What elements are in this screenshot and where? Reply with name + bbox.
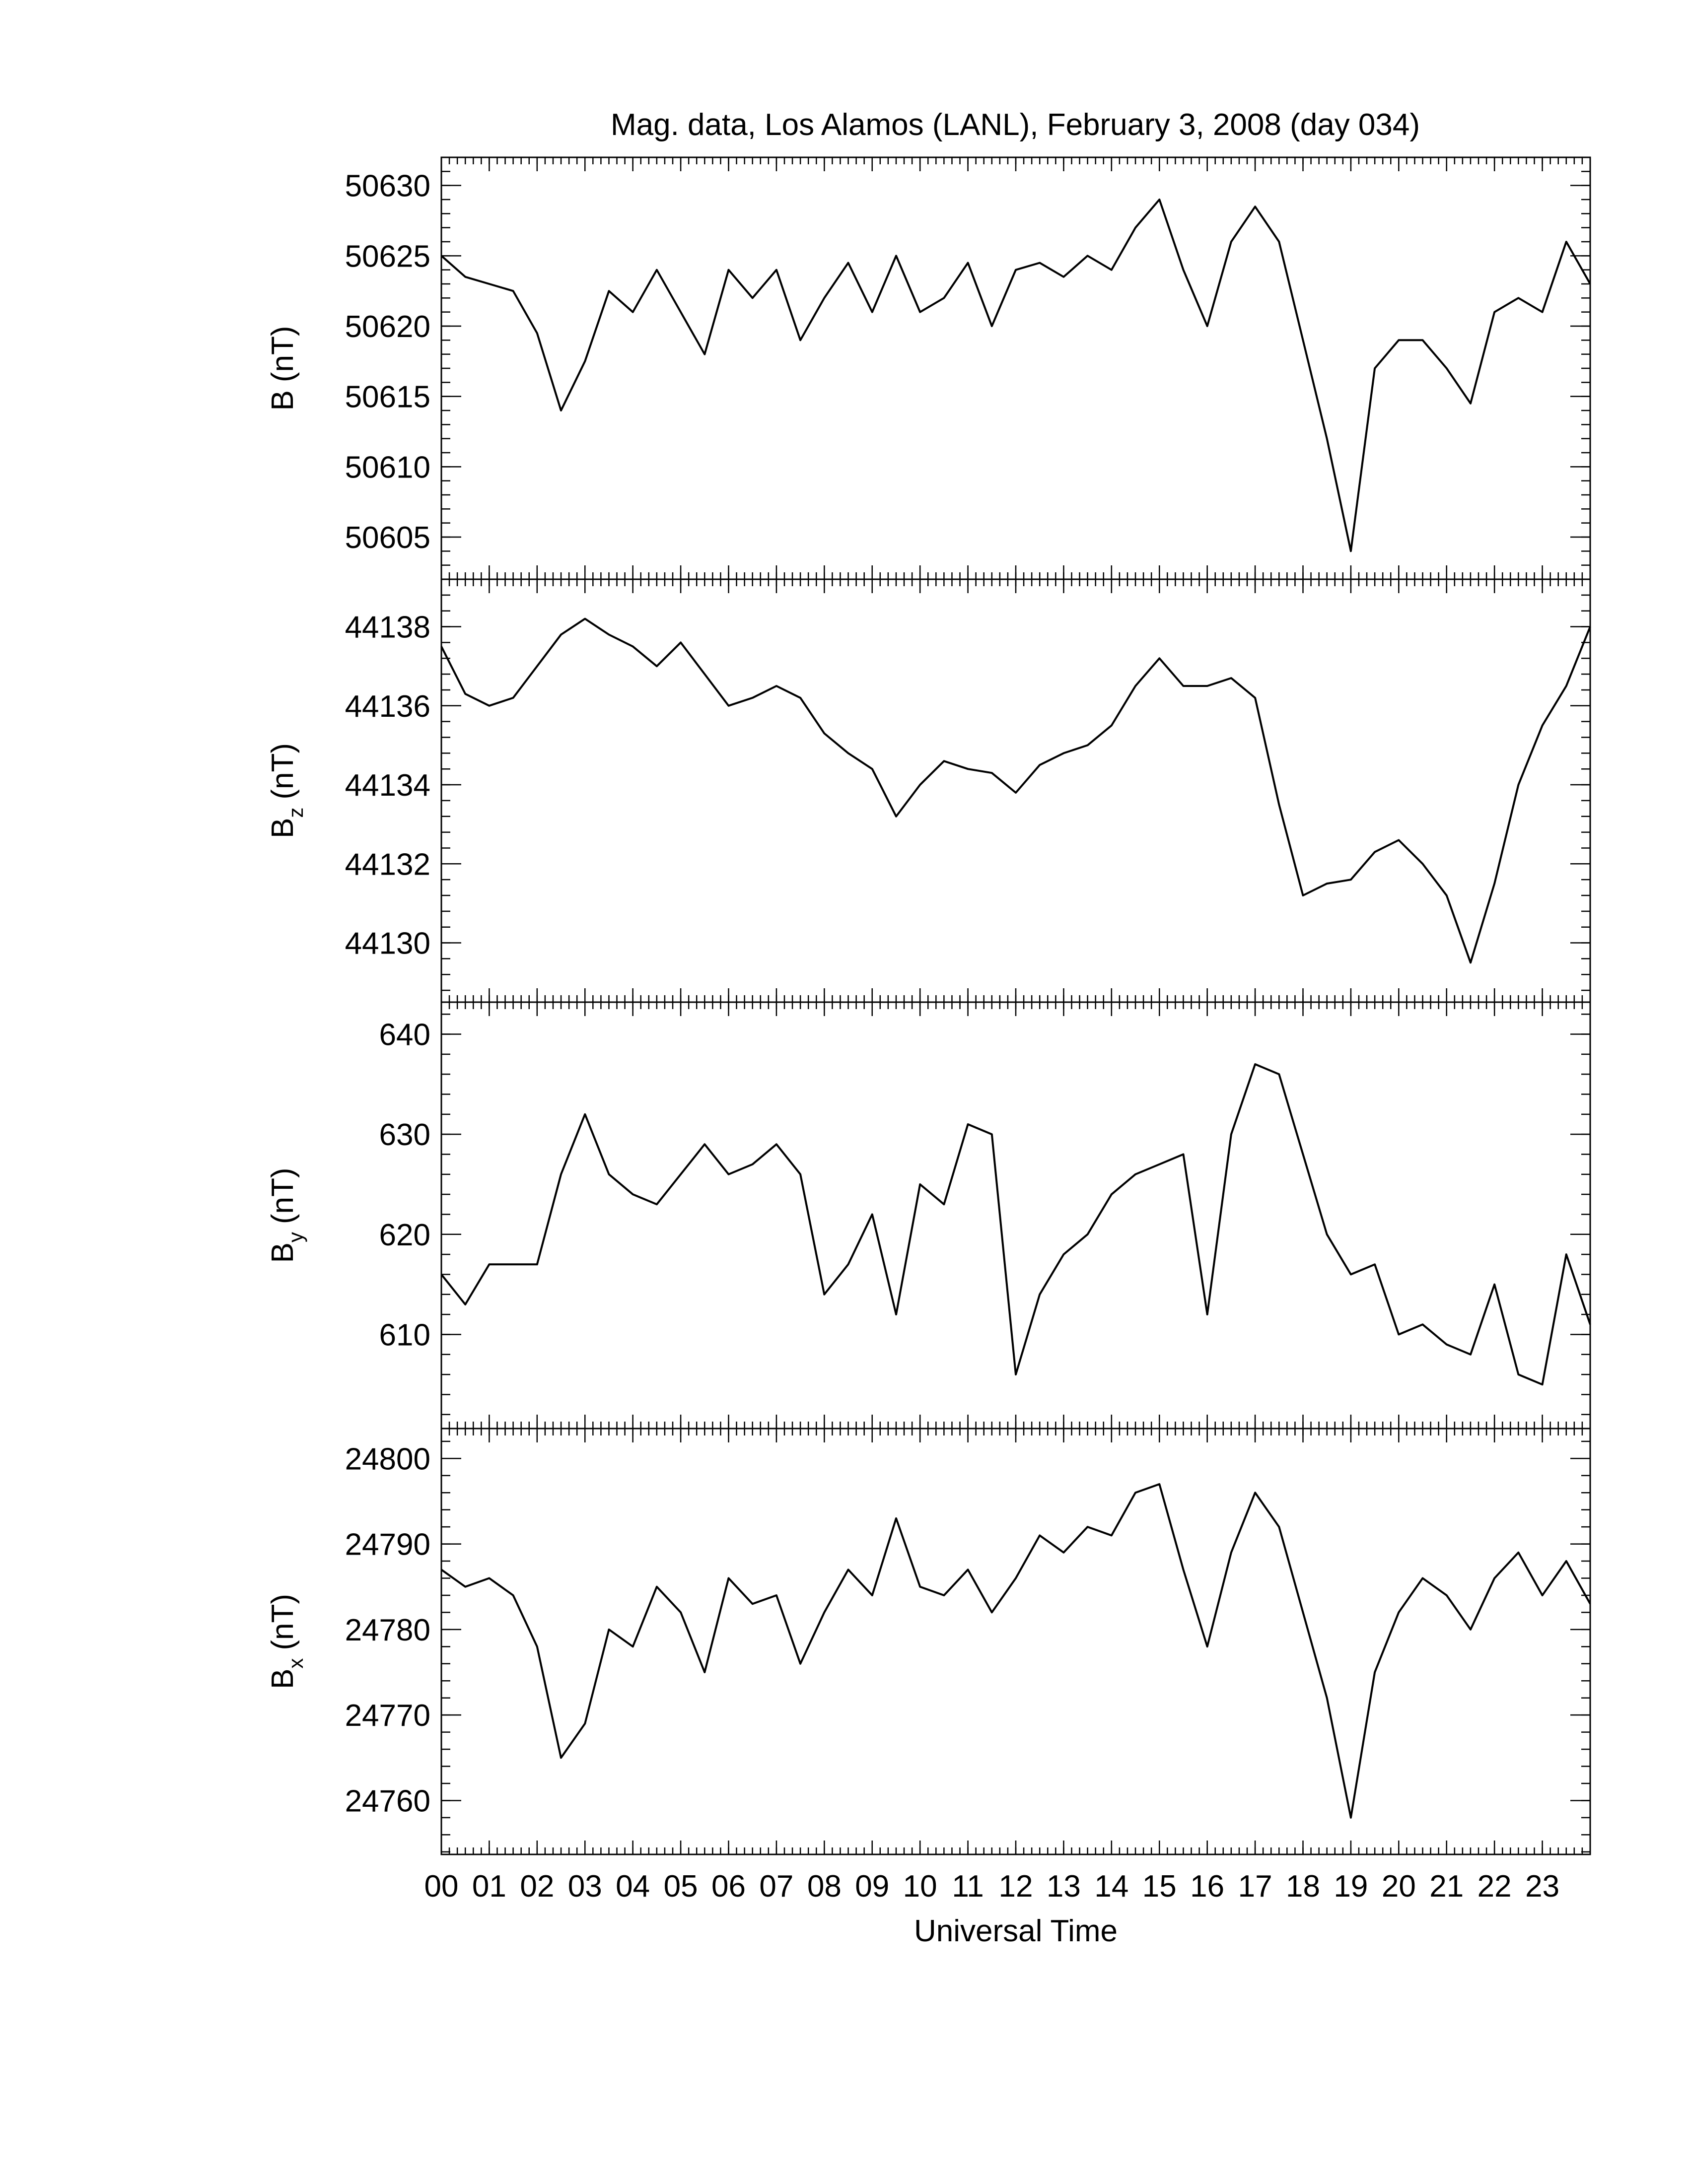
y-tick-label: 630: [379, 1118, 430, 1152]
chart-title: Mag. data, Los Alamos (LANL), February 3…: [611, 108, 1420, 142]
y-axis-label: Bz (nT): [266, 743, 307, 838]
data-line: [440, 617, 1591, 964]
y-label-subscript: x: [284, 1658, 307, 1669]
x-tick-label: 10: [903, 1869, 937, 1904]
y-tick-label: 640: [379, 1018, 430, 1052]
x-tick-label: 07: [759, 1869, 793, 1904]
x-tick-label: 01: [472, 1869, 506, 1904]
y-tick-label: 24800: [345, 1442, 430, 1476]
y-tick-label: 50620: [345, 310, 430, 344]
x-tick-label: 19: [1334, 1869, 1368, 1904]
y-label-symbol: B: [266, 1669, 300, 1689]
y-axis-label: By (nT): [266, 1167, 307, 1263]
y-tick-label: 44134: [345, 768, 430, 803]
x-tick-label: 14: [1094, 1869, 1128, 1904]
y-tick-label: 44130: [345, 927, 430, 961]
x-tick-label: 23: [1525, 1869, 1559, 1904]
x-tick-label: 12: [999, 1869, 1033, 1904]
y-axis-label: Bx (nT): [266, 1594, 307, 1689]
x-tick-label: 13: [1047, 1869, 1081, 1904]
x-tick-label: 04: [616, 1869, 650, 1904]
y-tick-label: 44136: [345, 689, 430, 724]
y-tick-label: 50610: [345, 450, 430, 484]
data-line: [440, 1483, 1591, 1819]
y-tick-label: 24790: [345, 1528, 430, 1562]
x-tick-label: 09: [855, 1869, 889, 1904]
y-tick-label: 24780: [345, 1613, 430, 1647]
y-axis-label: B (nT): [266, 326, 300, 410]
y-tick-label: 24770: [345, 1699, 430, 1733]
x-tick-label: 05: [664, 1869, 698, 1904]
y-tick-label: 50605: [345, 521, 430, 555]
x-tick-label: 02: [520, 1869, 554, 1904]
y-label-subscript: z: [284, 808, 307, 818]
data-line: [440, 1063, 1591, 1386]
y-tick-label: 44138: [345, 611, 430, 645]
x-tick-label: 17: [1238, 1869, 1272, 1904]
y-label-symbol: B: [266, 390, 300, 410]
y-tick-label: 44132: [345, 847, 430, 882]
x-tick-label: 08: [807, 1869, 842, 1904]
y-tick-label: 50615: [345, 380, 430, 414]
y-label-unit: (nT): [266, 326, 300, 382]
data-line: [440, 199, 1591, 552]
x-tick-label: 16: [1190, 1869, 1224, 1904]
x-tick-label: 03: [568, 1869, 602, 1904]
x-tick-label: 15: [1142, 1869, 1177, 1904]
y-label-subscript: y: [284, 1232, 307, 1242]
y-tick-label: 610: [379, 1318, 430, 1352]
y-label-unit: (nT): [266, 743, 300, 800]
x-tick-label: 00: [424, 1869, 459, 1904]
y-tick-label: 50625: [345, 239, 430, 273]
x-tick-label: 20: [1382, 1869, 1416, 1904]
x-tick-label: 21: [1429, 1869, 1464, 1904]
x-tick-label: 22: [1477, 1869, 1512, 1904]
x-tick-label: 06: [711, 1869, 746, 1904]
y-tick-label: 24760: [345, 1784, 430, 1818]
x-axis-label: Universal Time: [914, 1914, 1118, 1948]
x-tick-label: 18: [1286, 1869, 1320, 1904]
y-label-unit: (nT): [266, 1594, 300, 1650]
y-tick-label: 50630: [345, 169, 430, 204]
y-label-unit: (nT): [266, 1167, 300, 1224]
y-label-symbol: B: [266, 818, 300, 838]
y-tick-label: 620: [379, 1218, 430, 1252]
x-tick-label: 11: [952, 1869, 984, 1904]
y-label-symbol: B: [266, 1242, 300, 1263]
